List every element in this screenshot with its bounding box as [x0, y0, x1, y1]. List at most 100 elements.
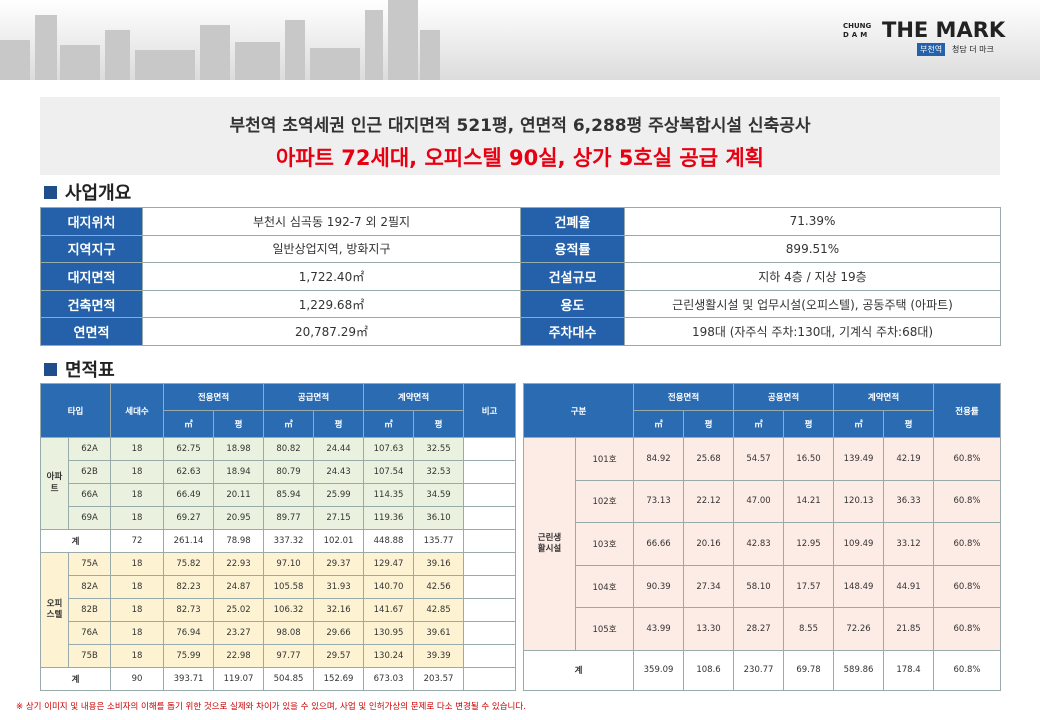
data-cell: 42.19 [883, 437, 935, 481]
note-cell [463, 667, 517, 691]
data-cell: 22.93 [213, 552, 265, 576]
total-cell: 102.01 [313, 529, 365, 553]
total-cell: 359.09 [633, 649, 685, 691]
table-row: 104호 90.39 27.34 58.10 17.57 148.49 44.91 60.8% [523, 564, 1002, 609]
overview-label: 주차대수 [520, 317, 625, 346]
table-row: 건축면적 1,229.68㎡ 용도 근린생활시설 및 업무시설(오피스텔), 공동주택… [40, 289, 1001, 319]
total-cell: 178.4 [883, 649, 935, 691]
table-row: 82B 18 82.73 25.02 106.32 32.16 141.67 42.85 [40, 598, 517, 622]
data-cell: 22.98 [213, 644, 265, 668]
header-cell: 전용면적 [163, 383, 265, 411]
overview-value: 1,722.40㎡ [142, 262, 521, 291]
unit-cell: 평 [883, 410, 935, 438]
overview-value: 지하 4층 / 지상 19층 [624, 262, 1001, 291]
note-cell [463, 460, 517, 484]
table-row: ㎡ 평 ㎡ 평 ㎡ 평 [524, 410, 1001, 438]
note-cell [463, 506, 517, 530]
data-cell: 24.87 [213, 575, 265, 599]
total-cell: 203.57 [413, 667, 465, 691]
total-label: 계 [39, 667, 112, 691]
data-cell: 29.57 [313, 644, 365, 668]
note-cell [463, 483, 517, 507]
data-cell: 34.59 [413, 483, 465, 507]
section-title-text: 면적표 [65, 360, 115, 381]
section-title-text: 사업개요 [65, 183, 132, 204]
overview-label: 용도 [520, 289, 625, 319]
total-cell: 337.32 [263, 529, 315, 553]
data-cell: 82A [67, 575, 112, 599]
overview-label: 용적률 [520, 234, 625, 264]
data-cell: 130.24 [363, 644, 415, 668]
data-cell: 32.16 [313, 598, 365, 622]
note-cell [463, 598, 517, 622]
data-cell: 36.33 [883, 479, 935, 524]
data-cell: 82.73 [163, 598, 215, 622]
data-cell: 29.37 [313, 552, 365, 576]
total-cell: 108.6 [683, 649, 735, 691]
data-cell: 130.95 [363, 621, 415, 645]
table-row: 아파트 62A 18 62.75 18.98 80.82 24.44 107.63 32.55 [40, 437, 517, 530]
right-area-table: 구분 전용면적 공용면적 계약면적 전용률 ㎡ 평 ㎡ 평 ㎡ 평 근린생활시설 101호 84.92 25… [522, 383, 1002, 691]
total-cell: 72 [110, 529, 165, 553]
data-cell: 13.30 [683, 607, 735, 651]
note-cell [463, 644, 517, 668]
data-cell: 18 [110, 506, 165, 530]
data-cell: 98.08 [263, 621, 315, 645]
data-cell: 97.77 [263, 644, 315, 668]
data-cell: 58.10 [733, 564, 785, 609]
data-cell: 39.61 [413, 621, 465, 645]
data-cell: 148.49 [833, 564, 885, 609]
room-cell: 105호 [574, 607, 635, 651]
total-cell: 261.14 [163, 529, 215, 553]
total-cell: 78.98 [213, 529, 265, 553]
total-cell: 589.86 [833, 649, 885, 691]
data-cell: 73.13 [633, 479, 685, 524]
data-cell: 29.66 [313, 621, 365, 645]
total-cell: 119.07 [213, 667, 265, 691]
unit-cell: 평 [313, 410, 365, 438]
data-cell: 18 [110, 621, 165, 645]
city-silhouette [0, 0, 440, 80]
group-cell: 근린생활시설 [523, 437, 576, 651]
data-cell: 60.8% [933, 437, 1002, 481]
data-cell: 18 [110, 460, 165, 484]
overview-label: 대지위치 [40, 207, 143, 236]
data-cell: 20.95 [213, 506, 265, 530]
data-cell: 60.8% [933, 564, 1002, 609]
data-cell: 109.49 [833, 522, 885, 566]
data-cell: 82B [67, 598, 112, 622]
total-cell: 448.88 [363, 529, 415, 553]
data-cell: 66.49 [163, 483, 215, 507]
room-cell: 101호 [574, 437, 635, 481]
data-cell: 75B [67, 644, 112, 668]
data-cell: 18 [110, 483, 165, 507]
group-cell: 오피스텔 [40, 552, 69, 668]
unit-cell: 평 [213, 410, 265, 438]
data-cell: 17.57 [783, 564, 835, 609]
overview-value: 198대 (자주식 주차:130대, 기계식 주차:68대) [624, 317, 1001, 346]
unit-cell: ㎡ [363, 410, 415, 438]
unit-cell: ㎡ [833, 410, 885, 438]
data-cell: 39.39 [413, 644, 465, 668]
unit-cell: 평 [783, 410, 835, 438]
data-cell: 66.66 [633, 522, 685, 566]
data-cell: 60.8% [933, 479, 1002, 524]
data-cell: 25.02 [213, 598, 265, 622]
header-cell: 세대수 [110, 383, 165, 438]
data-cell: 80.79 [263, 460, 315, 484]
room-cell: 102호 [574, 479, 635, 524]
overview-label: 건축면적 [40, 289, 143, 319]
table-row: 105호 43.99 13.30 28.27 8.55 72.26 21.85 60.8% [523, 607, 1002, 651]
total-cell: 673.03 [363, 667, 415, 691]
table-row: 82A 18 82.23 24.87 105.58 31.93 140.70 42.56 [40, 575, 517, 599]
data-cell: 16.50 [783, 437, 835, 481]
data-cell: 84.92 [633, 437, 685, 481]
table-row: 76A 18 76.94 23.27 98.08 29.66 130.95 39.61 [40, 621, 517, 645]
total-cell: 504.85 [263, 667, 315, 691]
data-cell: 62A [67, 437, 112, 461]
unit-cell: ㎡ [633, 410, 685, 438]
brand-bottom: DAM [843, 31, 871, 39]
table-row: 오피스텔 75A 18 75.82 22.93 97.10 29.37 129.47 39.16 [40, 552, 517, 668]
data-cell: 12.95 [783, 522, 835, 566]
